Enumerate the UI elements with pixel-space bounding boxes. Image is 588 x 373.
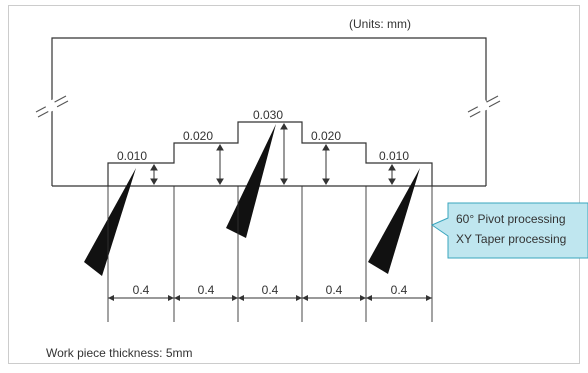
image-border [8, 5, 580, 364]
callout-line-2: XY Taper processing [456, 232, 566, 246]
callout-box [430, 202, 588, 259]
step-height-label-3: 0.030 [253, 108, 283, 122]
pitch-label-1: 0.4 [133, 283, 150, 297]
step-height-label-5: 0.010 [379, 149, 409, 163]
pitch-label-5: 0.4 [391, 283, 408, 297]
break-mark-left [35, 95, 69, 118]
extension-lines [107, 186, 433, 322]
pitch-label-4: 0.4 [326, 283, 343, 297]
stepped-profile [107, 121, 433, 186]
break-mark-right [467, 95, 501, 118]
callout-line-1: 60° Pivot processing [456, 212, 566, 226]
pitch-label-3: 0.4 [262, 283, 279, 297]
tool-wedge-center [226, 124, 276, 238]
pitch-label-2: 0.4 [198, 283, 215, 297]
tool-wedge-left [84, 168, 136, 276]
units-label: (Units: mm) [349, 17, 411, 31]
thickness-note: Work piece thickness: 5mm [46, 346, 193, 360]
step-height-label-4: 0.020 [311, 129, 341, 143]
height-arrows [150, 123, 396, 185]
callout: 60° Pivot processing XY Taper processing [430, 202, 588, 259]
pitch-arrowheads [108, 295, 432, 301]
step-height-label-2: 0.020 [183, 129, 213, 143]
workpiece-outline [51, 37, 487, 186]
step-height-label-1: 0.010 [117, 149, 147, 163]
tool-wedge-right [368, 168, 420, 274]
